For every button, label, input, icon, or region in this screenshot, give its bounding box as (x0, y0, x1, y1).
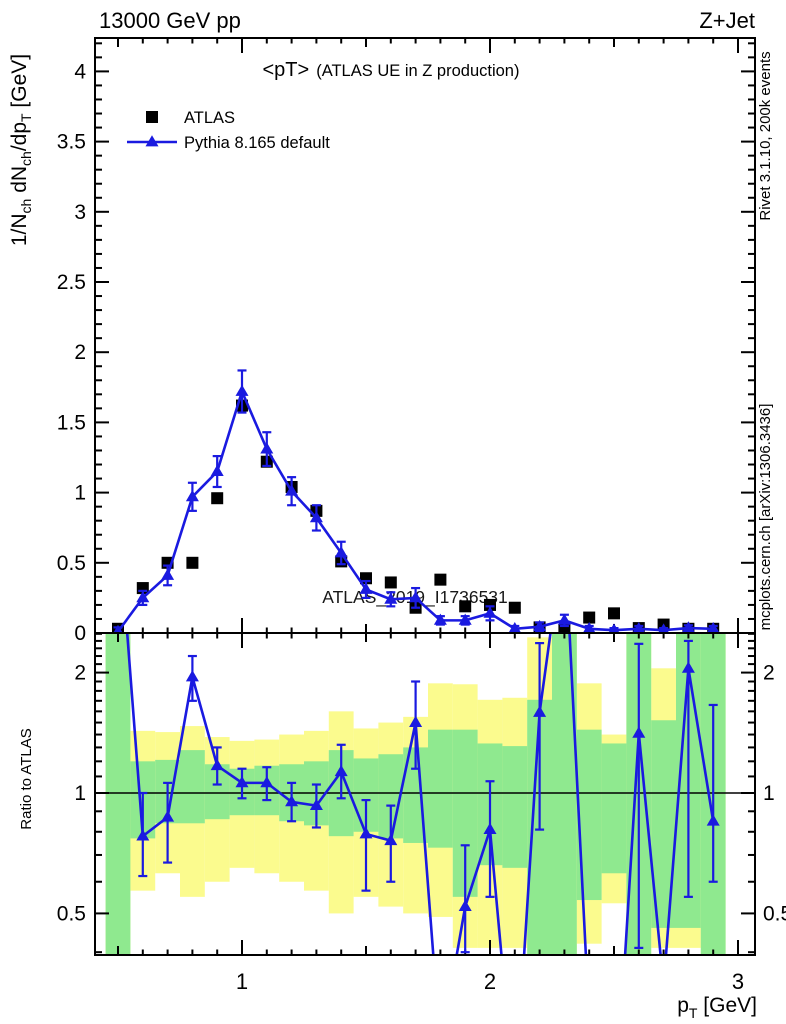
svg-text:2: 2 (74, 662, 86, 685)
axis-ticks (95, 38, 755, 955)
beam-energy-label: 13000 GeV pp (99, 8, 241, 33)
svg-text:1: 1 (236, 969, 248, 994)
svg-text:0.5: 0.5 (57, 902, 86, 925)
svg-text:1: 1 (74, 782, 86, 805)
svg-text:1.5: 1.5 (57, 411, 86, 434)
svg-text:1: 1 (763, 782, 775, 805)
plot-title: <pT> (ATLAS UE in Z production) (263, 59, 520, 81)
x-axis-title: pT [GeV] (677, 994, 757, 1021)
svg-text:2: 2 (484, 969, 496, 994)
plot-title-analysis: (ATLAS UE in Z production) (316, 62, 519, 80)
svg-text:3.5: 3.5 (57, 131, 86, 154)
svg-text:4: 4 (74, 60, 86, 83)
rivet-version-note: Rivet 3.1.10, 200k events (757, 51, 774, 220)
main-panel-frame (94, 37, 756, 634)
ratio-uncertainty-bands (105, 633, 726, 955)
svg-text:0.5: 0.5 (57, 552, 86, 575)
ratio-panel-data (95, 633, 755, 955)
svg-text:2: 2 (763, 662, 775, 685)
main-y-axis-title: 1/Nch dNch/dpT [GeV] (8, 54, 34, 246)
svg-text:0: 0 (74, 622, 86, 645)
svg-text:3: 3 (74, 201, 86, 224)
legend: ATLAS Pythia 8.165 default (127, 109, 330, 152)
legend-label-pythia: Pythia 8.165 default (184, 134, 330, 152)
ratio-y-axis-title: Ratio to ATLAS (18, 728, 35, 829)
mcplots-reference-note: mcplots.cern.ch [arXiv:1306.3436] (757, 404, 774, 631)
svg-text:1: 1 (74, 482, 86, 505)
svg-text:2.5: 2.5 (57, 271, 86, 294)
axis-tick-labels: 0 0.5 1 1.5 2 2.5 3 3.5 4 1 2 3 0.5 0.5 1 1 2 2 (57, 60, 786, 994)
svg-text:3: 3 (732, 969, 744, 994)
process-label: Z+Jet (699, 8, 755, 33)
main-panel-data (112, 369, 720, 633)
ratio-panel-frame-overlay (94, 632, 756, 956)
legend-label-atlas: ATLAS (184, 109, 235, 127)
atlas-square-marker-icon (146, 111, 158, 123)
plot-title-observable: <pT> (263, 59, 310, 81)
svg-text:2: 2 (74, 341, 86, 364)
main-panel-frame-overlay (94, 37, 756, 634)
pythia-triangle-marker-icon (145, 135, 159, 147)
svg-text:0.5: 0.5 (763, 902, 786, 925)
